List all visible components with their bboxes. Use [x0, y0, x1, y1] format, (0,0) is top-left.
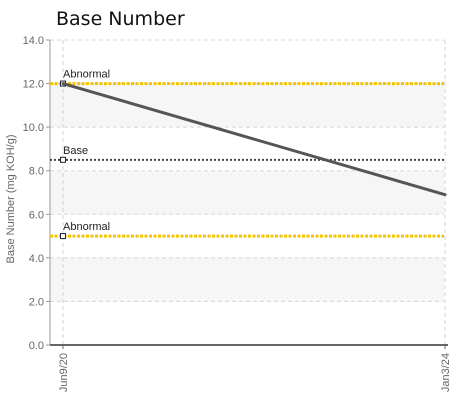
- reference-marker: [60, 233, 66, 240]
- y-tick-label: 10.0: [23, 122, 44, 134]
- data-point[interactable]: [61, 82, 65, 86]
- y-tick-label: 6.0: [29, 209, 44, 221]
- y-tick-label: 0.0: [29, 340, 44, 352]
- x-tick-label: Jan3/24: [440, 353, 452, 392]
- reference-marker: [60, 156, 66, 163]
- reference-line-label: Abnormal: [63, 69, 110, 81]
- y-tick-label: 8.0: [29, 166, 44, 178]
- y-tick-label: 4.0: [29, 253, 44, 265]
- y-tick-label: 14.0: [23, 35, 44, 47]
- chart-title: Base Number: [56, 8, 185, 30]
- series-line: [62, 82, 446, 197]
- data-point[interactable]: [443, 193, 447, 197]
- grid-band: [50, 83, 444, 128]
- y-axis-label: Base Number (mg KOH/g): [5, 135, 17, 264]
- grid-band: [50, 257, 444, 302]
- y-tick-label: 2.0: [29, 296, 44, 308]
- reference-line-label: Base: [63, 145, 88, 157]
- grid-band: [50, 170, 444, 215]
- plot-area: 0.0 2.0 4.0 6.0 8.0 10.0 12.0 14.0 Jun9/20 Jan3/2…: [23, 35, 452, 392]
- y-tick-label: 12.0: [23, 79, 44, 91]
- reference-line-label: Abnormal: [63, 221, 110, 233]
- x-tick-label: Jun9/20: [58, 353, 70, 392]
